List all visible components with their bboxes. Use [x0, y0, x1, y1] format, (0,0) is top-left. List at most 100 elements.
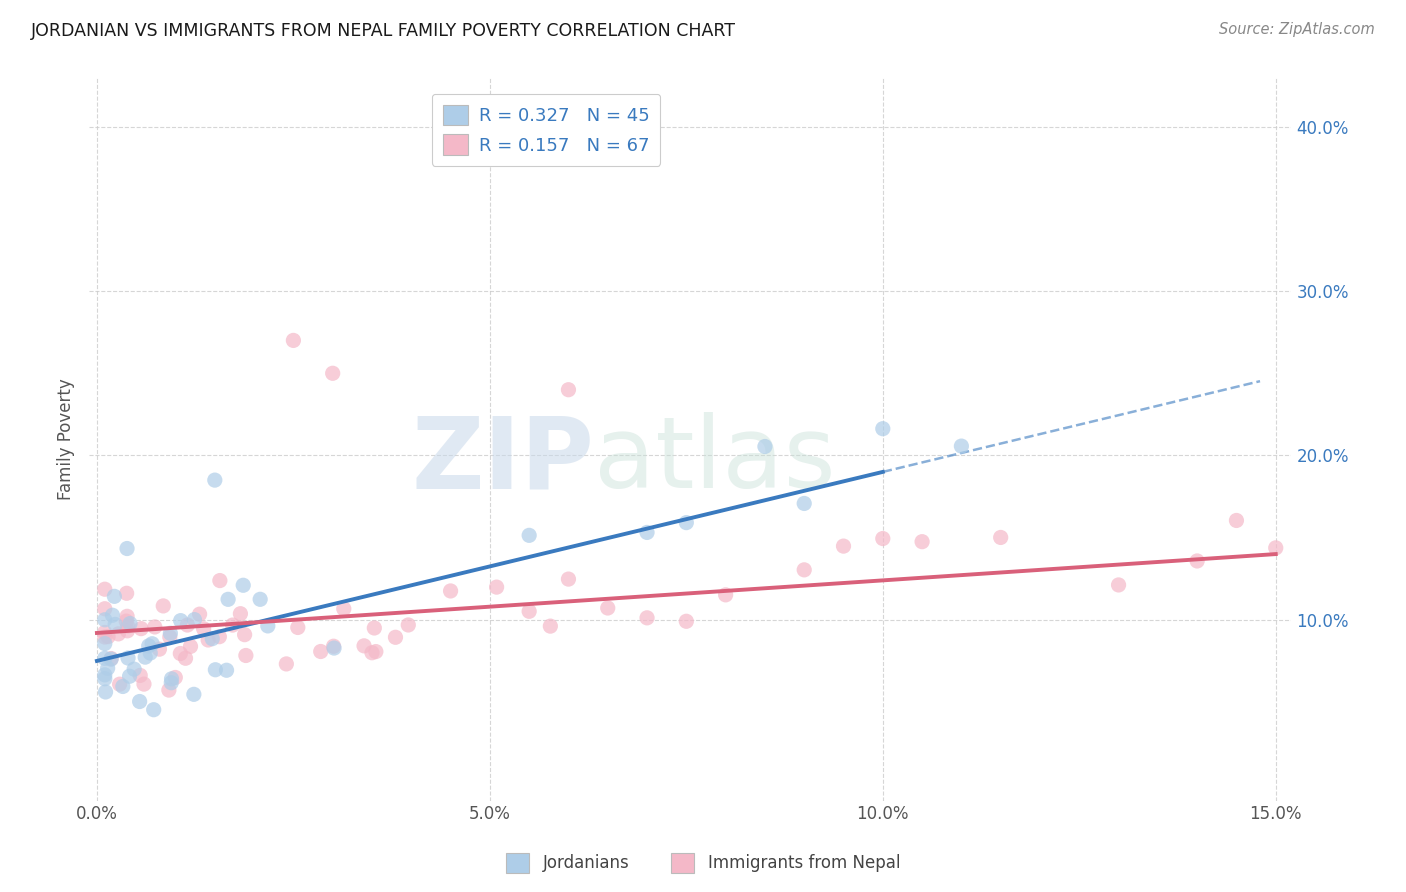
Point [143, 620, 166, 634]
Point [221, 618, 243, 632]
Point [174, 651, 197, 665]
Point [100, 652, 122, 666]
Point [208, 630, 231, 644]
Point [152, 599, 174, 613]
Point [94, 582, 117, 597]
Point [94, 672, 117, 686]
Point [333, 601, 356, 615]
Point [115, 586, 138, 600]
Point [94, 625, 117, 640]
Point [596, 601, 619, 615]
Point [108, 677, 131, 691]
Point [94, 651, 117, 665]
Point [128, 694, 150, 708]
Point [94, 613, 117, 627]
Point [485, 580, 508, 594]
Point [353, 639, 375, 653]
Point [100, 651, 122, 665]
Point [148, 642, 170, 657]
Point [138, 639, 160, 653]
Point [193, 622, 215, 636]
Point [1264, 541, 1286, 555]
Point [176, 618, 198, 632]
Point [197, 632, 219, 647]
Point [636, 525, 658, 540]
Point [322, 366, 344, 380]
Point [276, 657, 298, 671]
Text: atlas: atlas [595, 412, 835, 509]
Point [215, 663, 238, 677]
Point [322, 639, 344, 653]
Point [323, 641, 346, 656]
Point [675, 615, 697, 629]
Point [439, 584, 461, 599]
Text: JORDANIAN VS IMMIGRANTS FROM NEPAL FAMILY POVERTY CORRELATION CHART: JORDANIAN VS IMMIGRANTS FROM NEPAL FAMIL… [31, 22, 735, 40]
Point [188, 607, 211, 622]
Point [990, 531, 1012, 545]
Point [115, 614, 138, 628]
Point [139, 646, 162, 660]
Point [714, 588, 737, 602]
Point [872, 532, 894, 546]
Point [118, 669, 141, 683]
Point [283, 334, 305, 348]
Point [117, 651, 139, 665]
Point [94, 668, 117, 682]
Point [129, 668, 152, 682]
Point [118, 616, 141, 631]
Point [169, 647, 191, 661]
Point [201, 632, 224, 646]
Point [208, 574, 231, 588]
Point [950, 439, 973, 453]
Point [103, 590, 125, 604]
Point [160, 675, 183, 690]
Legend: Jordanians, Immigrants from Nepal: Jordanians, Immigrants from Nepal [499, 847, 907, 880]
Point [115, 541, 138, 556]
Y-axis label: Family Poverty: Family Poverty [58, 378, 75, 500]
Point [94, 630, 117, 644]
Point [94, 601, 117, 615]
Point [117, 624, 139, 638]
Point [97, 630, 120, 644]
Point [159, 630, 181, 644]
Point [204, 663, 226, 677]
Point [363, 621, 385, 635]
Point [636, 611, 658, 625]
Point [160, 672, 183, 686]
Point [309, 644, 332, 658]
Point [142, 703, 165, 717]
Point [229, 607, 252, 621]
Point [157, 683, 180, 698]
Point [384, 630, 406, 644]
Point [94, 636, 117, 650]
Point [183, 613, 205, 627]
Point [107, 627, 129, 641]
Point [754, 440, 776, 454]
Point [361, 646, 384, 660]
Point [249, 592, 271, 607]
Point [97, 661, 120, 675]
Point [104, 617, 127, 632]
Point [1225, 513, 1247, 527]
Point [179, 640, 201, 654]
Point [517, 604, 540, 618]
Point [364, 644, 387, 658]
Point [557, 383, 579, 397]
Point [517, 528, 540, 542]
Point [872, 422, 894, 436]
Point [183, 687, 205, 701]
Point [233, 627, 256, 641]
Point [141, 637, 163, 651]
Point [256, 619, 278, 633]
Point [117, 619, 139, 633]
Point [232, 578, 254, 592]
Point [538, 619, 561, 633]
Point [165, 670, 187, 684]
Point [115, 609, 138, 624]
Text: ZIP: ZIP [411, 412, 595, 509]
Point [169, 614, 191, 628]
Point [675, 516, 697, 530]
Point [396, 618, 419, 632]
Point [159, 626, 181, 640]
Point [101, 608, 124, 623]
